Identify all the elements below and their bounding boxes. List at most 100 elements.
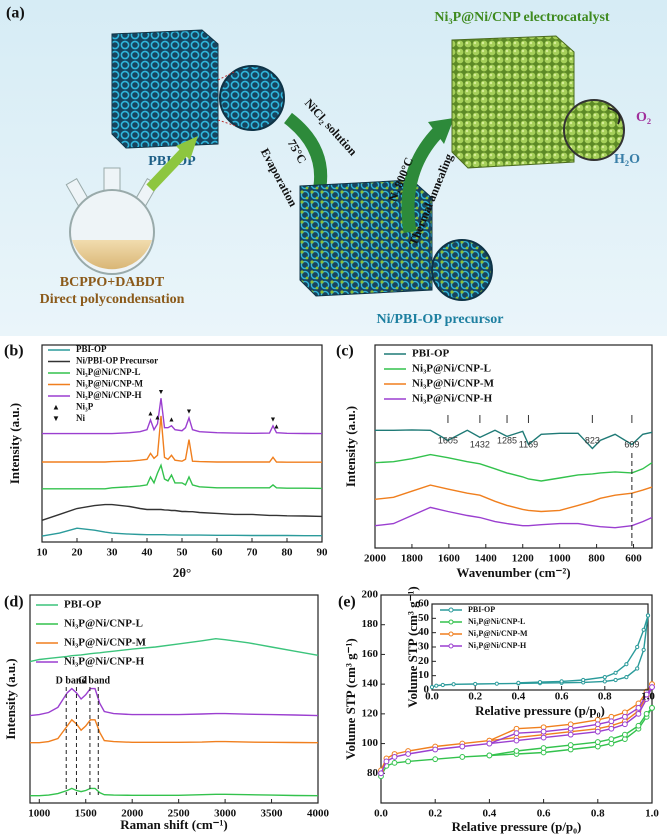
x-tick-label: 0.2 [468, 691, 482, 703]
x-axis-label: Relative pressure (p/p₀) [475, 703, 605, 718]
panel-label: (e) [338, 594, 356, 611]
y-tick-label: 10 [418, 669, 430, 681]
data-point [473, 681, 478, 687]
legend-label: Ni₃P@Ni/CNP-M [76, 379, 144, 389]
data-point [567, 725, 574, 732]
product-label: Ni₃P@Ni/CNP electrocatalyst [434, 10, 610, 25]
x-tick-label: 2000 [364, 553, 387, 565]
y-tick-label: 60 [418, 598, 430, 610]
phase-marker: ▼ [270, 415, 277, 423]
catalyst-zoom [563, 99, 625, 161]
pbi-op-zoom [219, 65, 285, 131]
x-axis-label: Raman shift (cm⁻¹) [120, 817, 228, 832]
legend-label: Ni [76, 413, 85, 423]
data-point [405, 751, 412, 757]
plot-frame [29, 594, 319, 804]
panel-label: (b) [4, 343, 24, 360]
data-point [649, 684, 655, 691]
x-tick-label: 0.8 [591, 808, 605, 820]
data-point [516, 680, 521, 685]
panel-label: (a) [6, 5, 25, 22]
data-point [635, 644, 640, 650]
x-tick-label: 40 [142, 547, 154, 559]
data-point [608, 736, 615, 743]
x-tick-label: 800 [588, 553, 605, 565]
data-point [459, 743, 466, 750]
band-label: G band [78, 675, 110, 686]
data-point [378, 770, 384, 777]
legend-label: PBI-OP [76, 344, 107, 354]
x-tick-label: 90 [317, 547, 329, 559]
x-tick-label: 1.0 [641, 691, 655, 703]
legend-symbol: ▲ [52, 402, 60, 411]
data-point [635, 666, 640, 671]
legend-marker [448, 607, 454, 613]
peak-label: 1605 [438, 435, 458, 445]
y-tick-label: 80 [367, 767, 379, 779]
x-tick-label: 30 [107, 547, 119, 559]
legend-label: PBI-OP [412, 348, 450, 360]
peak-label: 1285 [497, 435, 517, 445]
band-label: D band [56, 675, 88, 686]
plot-frame [380, 594, 653, 804]
series-line [42, 398, 323, 435]
x-tick-label: 1000 [28, 808, 51, 820]
x-tick-label: 2500 [168, 808, 191, 820]
legend-label: PBI-OP [468, 605, 495, 614]
series-line [431, 615, 649, 688]
data-point [540, 734, 547, 741]
x-tick-label: 80 [282, 547, 294, 559]
y-tick-label: 40 [418, 626, 430, 638]
legend-label: Ni/PBI-OP Precursor [76, 356, 158, 366]
data-point [624, 675, 629, 680]
series-line [30, 787, 319, 797]
data-point [432, 746, 439, 753]
data-point [459, 754, 466, 760]
arrow-head [176, 136, 198, 160]
data-point [429, 685, 435, 690]
data-point [602, 675, 607, 680]
legend-marker [448, 619, 454, 625]
data-point [540, 745, 547, 751]
data-point [513, 730, 520, 737]
data-point [649, 705, 655, 711]
series-line [489, 683, 653, 742]
y-tick-label: 30 [418, 641, 430, 653]
plot-frame [431, 603, 649, 691]
data-point [451, 682, 456, 687]
x-tick-label: 600 [625, 553, 642, 565]
y-tick-label: 20 [418, 655, 430, 667]
data-point [622, 731, 628, 738]
data-point [643, 691, 650, 698]
data-point [635, 705, 642, 711]
series-line [42, 463, 323, 490]
y-tick-label: 0 [424, 684, 430, 696]
plot-frame [374, 344, 653, 549]
legend-label: Ni₃P@Ni/CNP-L [76, 367, 141, 377]
x-tick-label: 0.0 [425, 691, 439, 703]
data-point [594, 728, 601, 735]
data-point [567, 742, 574, 748]
series-line [374, 484, 653, 513]
flask [65, 167, 159, 275]
data-point [559, 679, 564, 684]
zoom-line [217, 71, 235, 81]
data-point [622, 713, 628, 720]
series-line [380, 707, 653, 777]
series-line [380, 683, 653, 771]
series-line [380, 686, 653, 774]
phase-marker: ▲ [168, 415, 175, 423]
legend-label: Ni₃P [76, 402, 94, 412]
series-line [41, 527, 322, 537]
data-point [383, 758, 390, 765]
o2-label: O₂ [636, 110, 651, 125]
arrow-head [428, 118, 454, 144]
data-point [624, 662, 629, 667]
data-point [405, 758, 412, 765]
legend-label: Ni₃P@Ni/CNP-H [76, 390, 142, 400]
x-tick-label: 50 [177, 547, 189, 559]
phase-marker: ▲ [154, 413, 161, 421]
arrow [401, 125, 445, 234]
x-tick-label: 2000 [121, 808, 144, 820]
